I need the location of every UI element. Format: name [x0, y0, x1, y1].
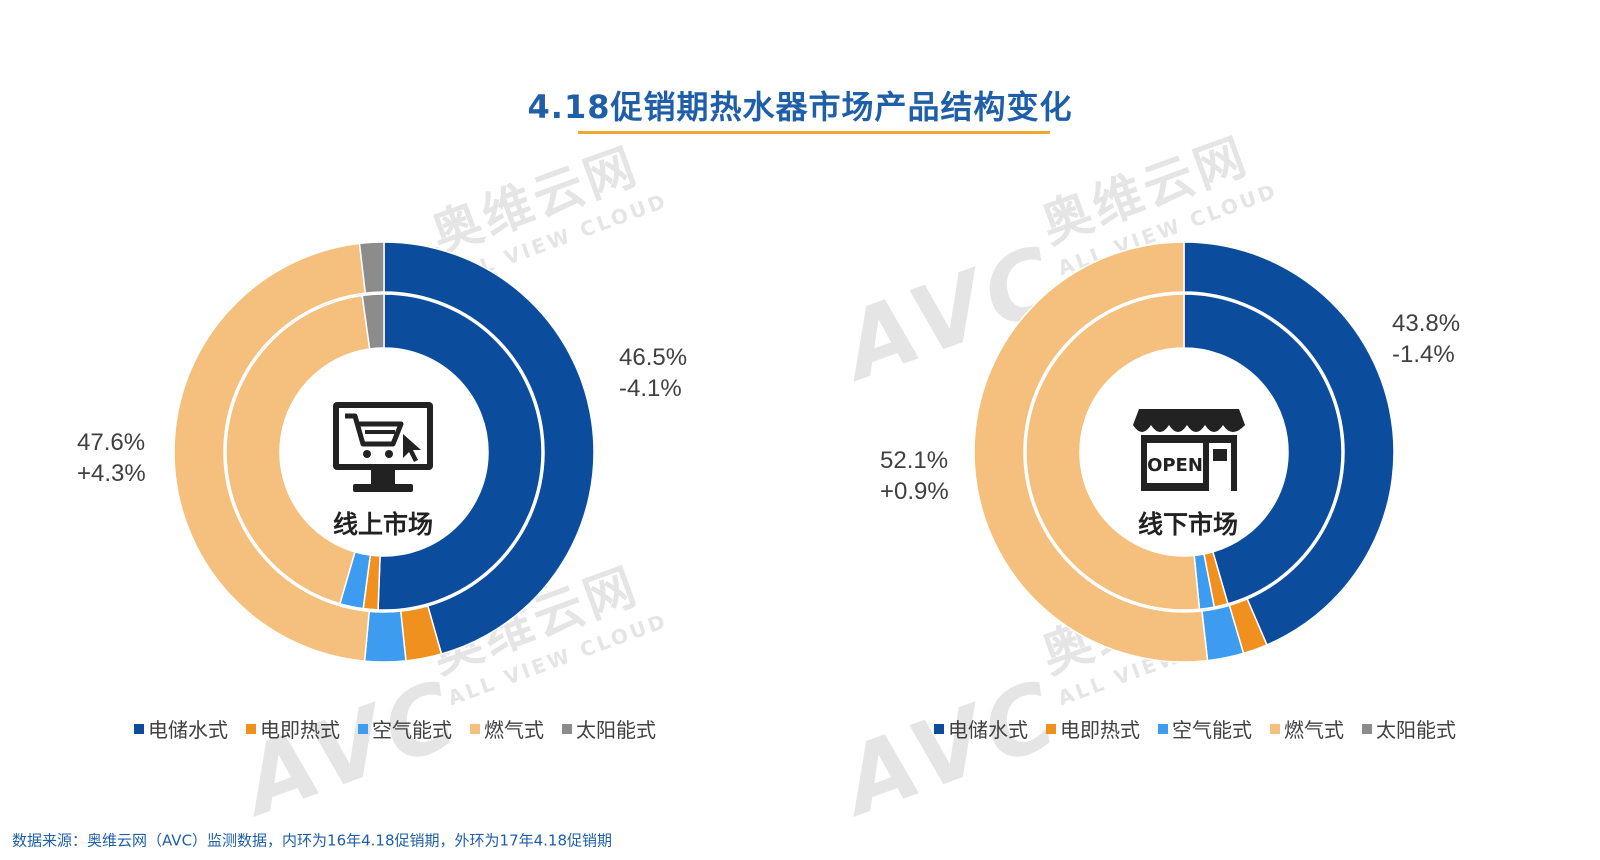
legend-item: 太阳能式 [1362, 714, 1456, 743]
donut-slice-outer-3 [173, 242, 371, 662]
legend-swatch [134, 723, 144, 734]
legend-swatch [470, 723, 480, 734]
shopping-cart-monitor-icon [331, 400, 435, 500]
legend-label: 电储水式 [948, 718, 1028, 742]
legend-swatch [358, 723, 368, 734]
title-underline [578, 131, 1050, 134]
label-change: -1.4% [1392, 341, 1455, 368]
legend-swatch [1046, 723, 1056, 734]
legend-label: 电即热式 [260, 718, 340, 742]
legend-online: 电储水式 电即热式 空气能式 燃气式 太阳能式 [134, 714, 656, 743]
open-sign-text: OPEN [1147, 455, 1203, 476]
legend-swatch [1270, 723, 1280, 734]
legend-swatch [934, 723, 944, 734]
donut-slice-inner-4 [361, 293, 385, 350]
legend-label: 太阳能式 [576, 718, 656, 742]
legend-label: 燃气式 [484, 718, 544, 742]
legend-swatch [1158, 723, 1168, 734]
legend-swatch [562, 723, 572, 734]
legend-item: 空气能式 [1158, 714, 1252, 743]
center-label-offline: 线下市场 [1137, 510, 1238, 539]
legend-label: 电即热式 [1060, 718, 1140, 742]
legend-item: 燃气式 [1270, 714, 1344, 743]
donut-slice-inner-3 [225, 294, 371, 605]
legend-label: 空气能式 [1172, 718, 1252, 742]
legend-item: 电储水式 [134, 714, 228, 743]
label-online-electric-storage: 46.5% -4.1% [619, 342, 687, 404]
label-value: 52.1% [880, 447, 949, 474]
legend-offline: 电储水式 电即热式 空气能式 燃气式 太阳能式 [934, 714, 1456, 743]
legend-item: 空气能式 [358, 714, 452, 743]
label-offline-electric-storage: 43.8% -1.4% [1392, 308, 1460, 370]
legend-item: 燃气式 [470, 714, 544, 743]
source-note: 数据来源：奥维云网（AVC）监测数据，内环为16年4.18促销期，外环为17年4… [12, 831, 613, 850]
legend-item: 电储水式 [934, 714, 1028, 743]
label-value: 46.5% [619, 344, 688, 371]
legend-item: 电即热式 [1046, 714, 1140, 743]
donut-slice-inner-0 [377, 293, 543, 611]
legend-label: 燃气式 [1284, 718, 1344, 742]
legend-item: 电即热式 [246, 714, 340, 743]
donut-slice-outer-2 [363, 610, 407, 663]
legend-swatch [1362, 723, 1372, 734]
label-value: 47.6% [77, 429, 146, 456]
donut-slice-outer-0 [383, 241, 595, 655]
label-change: -4.1% [619, 375, 682, 402]
legend-swatch [246, 723, 256, 734]
donut-slice-outer-4 [358, 241, 385, 294]
center-label-online: 线上市场 [332, 510, 433, 539]
open-store-icon: OPEN [1131, 405, 1247, 497]
page-title: 4.18促销期热水器市场产品结构变化 [527, 88, 1073, 126]
donut-slice-outer-0 [1183, 241, 1395, 646]
legend-item: 太阳能式 [562, 714, 656, 743]
legend-label: 电储水式 [148, 718, 228, 742]
label-offline-gas: 52.1% +0.9% [880, 445, 949, 507]
legend-label: 空气能式 [372, 718, 452, 742]
label-value: 43.8% [1392, 310, 1461, 337]
donut-slice-inner-0 [1183, 293, 1343, 605]
legend-label: 太阳能式 [1376, 718, 1456, 742]
donut-slice-outer-3 [973, 241, 1209, 663]
label-online-gas: 47.6% +4.3% [77, 427, 146, 489]
label-change: +0.9% [880, 478, 949, 505]
label-change: +4.3% [77, 460, 146, 487]
donut-slice-inner-3 [1025, 293, 1201, 611]
